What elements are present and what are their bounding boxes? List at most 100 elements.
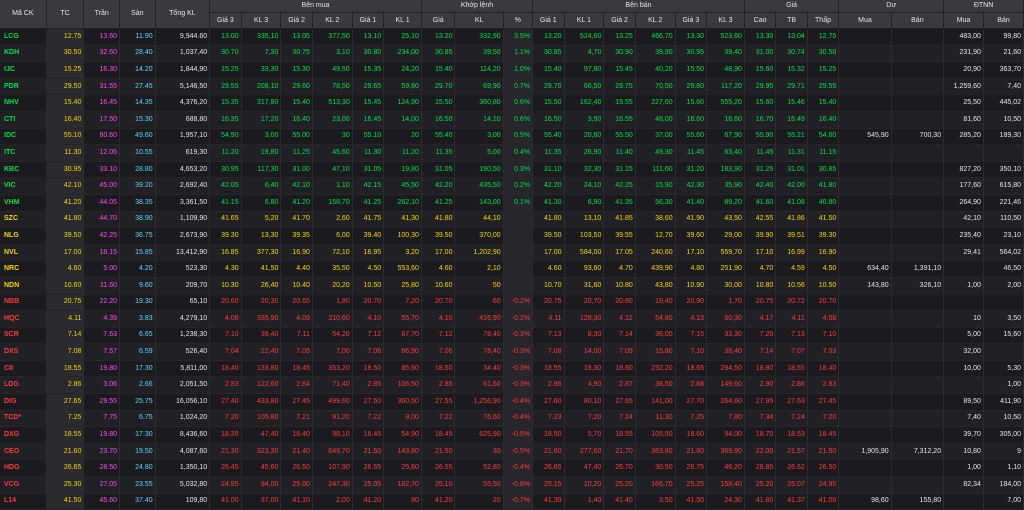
high-header[interactable]: Cao: [744, 12, 777, 29]
table-row[interactable]: KDH 30.50 32.60 28.40 1,037,40 30.70 7,30 30.75…: [0, 45, 1024, 63]
buy-vol1-cell: 360,50: [383, 393, 422, 411]
buy-price1-header[interactable]: Giá 1: [352, 12, 385, 29]
buy-price3-cell: 20.60: [209, 294, 242, 312]
match-pct-cell: 0.2%: [503, 177, 534, 195]
table-row[interactable]: LCG 12.75 13.60 11.90 9,944.60 13.00 335,10 13.…: [0, 28, 1024, 46]
col-ref-header[interactable]: TC: [46, 0, 85, 29]
symbol-cell[interactable]: CEO: [0, 443, 47, 461]
avg-header[interactable]: TB: [775, 12, 808, 29]
sell-price3-cell: 27.70: [675, 393, 708, 411]
buy-vol3-cell: 317,80: [241, 94, 282, 112]
table-row[interactable]: VIC 42.10 45.00 39.20 2,692,40 42.05 6,40 42.10…: [0, 177, 1024, 195]
low-header[interactable]: Thấp: [807, 12, 840, 29]
symbol-cell[interactable]: LCG: [0, 28, 47, 46]
remain-sell-header[interactable]: Bán: [891, 12, 945, 29]
table-row[interactable]: SCR 7.14 7.63 6.65 1,238,30 7.10 39,40 7.11 54,2…: [0, 327, 1024, 345]
buy-price2-header[interactable]: Giá 2: [280, 12, 313, 29]
col-total-volume-header[interactable]: Tổng KL: [155, 0, 211, 29]
col-floor-header[interactable]: Sàn: [119, 0, 156, 29]
table-row[interactable]: NHV 15.40 16.45 14.35 4,376,20 15.35 317,80 15.…: [0, 94, 1024, 112]
table-row[interactable]: PDR 29.50 31.55 27.45 5,146,50 29.55 208,10 29.…: [0, 78, 1024, 96]
col-symbol-header[interactable]: Mã CK: [0, 0, 47, 29]
col-ceil-header[interactable]: Trần: [83, 0, 120, 29]
symbol-cell[interactable]: SCR: [0, 327, 47, 345]
match-pct-header[interactable]: %: [503, 12, 534, 29]
symbol-cell[interactable]: TCD*: [0, 410, 47, 428]
symbol-cell[interactable]: DXG: [0, 426, 47, 444]
foreign-buy-header[interactable]: Mua: [943, 12, 984, 29]
table-row[interactable]: SZC 41.80 44.70 38.90 1,109,90 41.65 5,20 41.70…: [0, 211, 1024, 229]
symbol-cell[interactable]: VCG: [0, 476, 47, 494]
sell-vol1-cell: 20,70: [564, 294, 605, 312]
table-row[interactable]: DXS 7.08 7.57 6.59 526,40 7.04 22,40 7.05 7,00 7.…: [0, 343, 1024, 361]
remain-buy-header[interactable]: Mua: [838, 12, 892, 29]
symbol-cell[interactable]: NBB: [0, 294, 47, 312]
table-row[interactable]: NVL 17.00 18.15 15.85 13,412,90 16.85 377,30 16…: [0, 244, 1024, 262]
table-row[interactable]: VHM 41.20 44.05 38.35 3,361,50 41.15 6,80 41.20…: [0, 194, 1024, 212]
sell-vol2-header[interactable]: KL 2: [635, 12, 676, 29]
table-row[interactable]: IDC 55.10 60.60 49.60 1,957,10 54.90 3,00 55.00…: [0, 128, 1024, 146]
sell-vol1-cell: 128,30: [564, 310, 605, 328]
match-pct-cell: -0.4%: [503, 410, 534, 428]
table-row[interactable]: ITC 11.30 12.05 10.55 619,30 11.20 19,80 11.25 4…: [0, 144, 1024, 162]
match-price-header[interactable]: Giá: [421, 12, 456, 29]
table-row[interactable]: HDG 26.65 28.50 24.80 1,350,10 26.45 45,60 26.5…: [0, 459, 1024, 478]
sell-price2-header[interactable]: Giá 2: [603, 12, 636, 29]
sell-vol3-cell: 294,50: [706, 360, 745, 378]
table-row[interactable]: CEO 21.60 23.70 19.50 4,087,60 21.30 323,30 21.…: [0, 443, 1024, 461]
table-row[interactable]: L14 41.50 45.60 37.40 109,80 41.00 37,00 41.10 2…: [0, 493, 1024, 510]
buy-vol3-header[interactable]: KL 3: [241, 12, 282, 29]
table-row[interactable]: IJC 15.25 16.30 14.20 1,844,90 15.25 33,30 15.3…: [0, 61, 1024, 79]
table-row[interactable]: TCD* 7.25 7.75 6.75 1,024,20 7.20 105,80 7.21 91…: [0, 410, 1024, 428]
symbol-cell[interactable]: CII: [0, 360, 47, 378]
buy-vol2-header[interactable]: KL 2: [312, 12, 353, 29]
symbol-cell[interactable]: DXS: [0, 343, 47, 361]
table-row[interactable]: DIG 27.65 29.55 25.75 16,056,10 27.40 433,80 27…: [0, 393, 1024, 411]
table-row[interactable]: NDN 10.60 11.60 9.60 209,70 10.30 26,40 10.40 20…: [0, 277, 1024, 295]
sell-price1-header[interactable]: Giá 1: [532, 12, 565, 29]
symbol-cell[interactable]: KBC: [0, 161, 47, 179]
symbol-cell[interactable]: SZC: [0, 211, 47, 229]
match-vol-header[interactable]: KL: [454, 12, 504, 29]
symbol-cell[interactable]: DIG: [0, 393, 47, 411]
foreign-buy-cell: [943, 144, 984, 162]
table-row[interactable]: CTI 16.40 17.50 15.30 688,80 16.35 17,20 16.40 2…: [0, 111, 1024, 129]
table-row[interactable]: CII 18.55 19.80 17.30 5,811,00 18.40 133,80 18.…: [0, 360, 1024, 378]
symbol-cell[interactable]: NRC: [0, 260, 47, 278]
sell-vol3-header[interactable]: KL 3: [706, 12, 745, 29]
table-row[interactable]: DXG 18.55 19.80 17.30 8,436,60 18.35 47,40 18.4…: [0, 426, 1024, 444]
ref-price-cell: 41.50: [46, 493, 85, 510]
table-row[interactable]: HQC 4.11 4.39 3.83 4,279,10 4.08 335,90 4.09 310…: [0, 310, 1024, 328]
symbol-cell[interactable]: NLG: [0, 227, 47, 245]
symbol-cell[interactable]: NDN: [0, 277, 47, 295]
table-row[interactable]: VCG 25.30 27.05 23.55 5,032,80 24.95 94,00 25.0…: [0, 476, 1024, 494]
remain-sell-cell: [891, 144, 945, 162]
table-row[interactable]: NBB 20.75 22.20 19.30 65,10 20.60 20,30 20.65 1,…: [0, 294, 1024, 312]
table-row[interactable]: NRC 4.60 5.00 4.20 523,30 4.30 41,50 4.40 35,50 4…: [0, 260, 1024, 278]
buy-vol1-header[interactable]: KL 1: [383, 12, 422, 29]
table-row[interactable]: NLG 39.50 42.25 36.75 2,673,90 39.30 13,30 39.3…: [0, 227, 1024, 245]
symbol-cell[interactable]: HDG: [0, 459, 47, 478]
symbol-cell[interactable]: ITC: [0, 144, 47, 162]
buy-price3-header[interactable]: Giá 3: [209, 12, 242, 29]
symbol-cell[interactable]: NHV: [0, 94, 47, 112]
symbol-cell[interactable]: KDH: [0, 45, 47, 63]
table-row[interactable]: KBC 30.95 33.10 28.80 4,653,20 30.95 117,30 31.…: [0, 161, 1024, 179]
symbol-cell[interactable]: IJC: [0, 61, 47, 79]
sell-vol1-header[interactable]: KL 1: [564, 12, 605, 29]
symbol-cell[interactable]: VHM: [0, 194, 47, 212]
table-row[interactable]: LDG 2.86 3.06 2.66 2,051,50 2.83 122,60 2.84 71,…: [0, 376, 1024, 395]
sell-price3-header[interactable]: Giá 3: [675, 12, 708, 29]
symbol-cell[interactable]: PDR: [0, 78, 47, 96]
symbol-cell[interactable]: LDG: [0, 376, 47, 395]
ref-price-cell: 20.75: [46, 294, 85, 312]
avg-price-cell: 41.86: [775, 211, 808, 229]
foreign-sell-header[interactable]: Bán: [983, 12, 1024, 29]
sell-price2-cell: 27.65: [603, 393, 636, 411]
symbol-cell[interactable]: L14: [0, 493, 47, 510]
symbol-cell[interactable]: VIC: [0, 177, 47, 195]
symbol-cell[interactable]: NVL: [0, 244, 47, 262]
symbol-cell[interactable]: IDC: [0, 128, 47, 146]
symbol-cell[interactable]: CTI: [0, 111, 47, 129]
symbol-cell[interactable]: HQC: [0, 310, 47, 328]
